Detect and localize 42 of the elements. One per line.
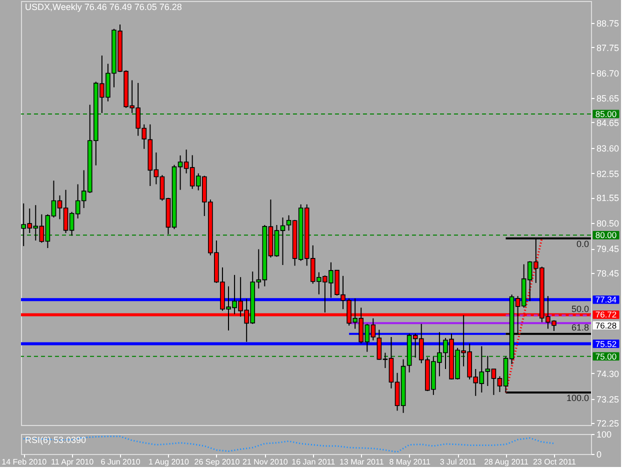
y-tick-label: 79.45	[596, 244, 620, 254]
series-label: 50.0	[571, 304, 589, 314]
chart-title: RSI(6) 53.0390	[25, 435, 86, 445]
y-tick-label: 85.65	[596, 94, 620, 104]
x-tick-label: 6 Jun 2010	[100, 458, 141, 466]
y-tick-label: 0	[596, 450, 602, 460]
x-tick-label: 8 May 2011	[389, 458, 431, 466]
y-tick-label: 73.25	[596, 394, 620, 404]
ref-line-label: 85.00	[595, 108, 617, 119]
x-tick-label: 16 Jan 2011	[292, 458, 336, 466]
x-tick-label: 26 Sep 2010	[194, 458, 240, 466]
y-tick-label: 80.50	[596, 218, 620, 229]
y-tick-label: 84.65	[596, 118, 620, 128]
x-tick-label: 13 Mar 2011	[339, 458, 384, 466]
y-tick-label: 78.45	[596, 268, 620, 278]
y-tick-label: 83.60	[596, 143, 620, 154]
y-tick-label: 87.75	[596, 42, 620, 53]
ref-line-label: 75.52	[595, 338, 617, 349]
y-tick-label: 82.55	[596, 168, 620, 179]
ref-line-label: 77.34	[595, 294, 617, 305]
y-tick-label: 81.55	[596, 193, 620, 204]
annotation: 76.28	[595, 320, 617, 330]
series-label: 100.0	[566, 393, 589, 404]
ref-line-label: 76.72	[595, 310, 617, 320]
x-tick-label: 21 Nov 2010	[242, 458, 288, 466]
series-label: 61.8	[571, 322, 589, 332]
line-series	[22, 436, 555, 453]
x-tick-label: 3 Jul 2011	[440, 458, 477, 466]
chart-title: USDX,Weekly 76.46 76.49 76.05 76.28	[25, 2, 182, 12]
ref-line-label: 80.00	[595, 230, 617, 240]
x-tick-label: 1 Aug 2010	[148, 458, 190, 466]
y-tick-label: 72.25	[596, 418, 620, 429]
y-tick-label: 86.70	[596, 68, 620, 78]
x-tick-label: 23 Oct 2011	[532, 458, 577, 466]
ref-line-label: 75.00	[595, 351, 617, 362]
x-tick-label: 11 Apr 2010	[51, 458, 94, 466]
x-tick-label: 28 Aug 2011	[484, 458, 529, 466]
y-tick-label: 100	[596, 430, 612, 440]
y-tick-label: 74.30	[596, 368, 620, 379]
y-tick-label: 88.75	[596, 18, 620, 29]
x-tick-label: 14 Feb 2010	[2, 458, 48, 466]
series-label: 0.0	[576, 238, 589, 249]
